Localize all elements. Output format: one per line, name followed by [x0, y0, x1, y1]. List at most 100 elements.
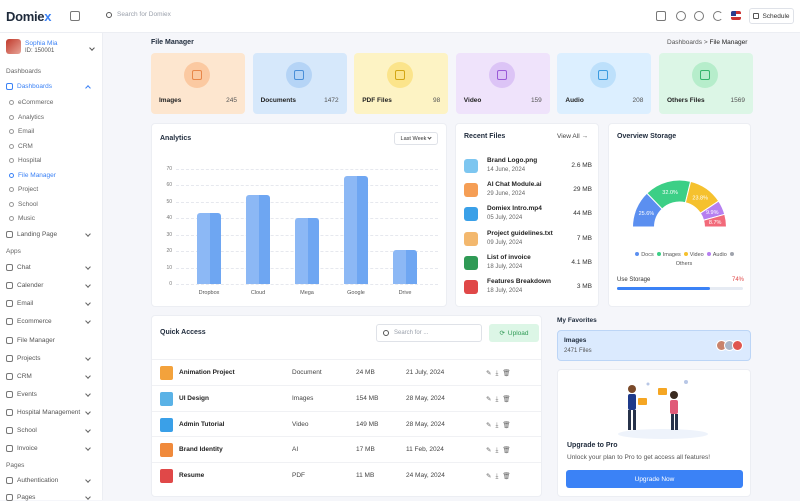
trash-icon[interactable]: 🗑 [502, 395, 515, 403]
sidebar-item-crm[interactable]: CRM [9, 143, 33, 150]
grid-line [176, 201, 438, 203]
chevron-down-icon [85, 494, 91, 500]
upload-icon: ⟳ [499, 330, 505, 337]
upload-button[interactable]: ⟳ Upload [489, 324, 539, 342]
user-profile[interactable]: Sophia Mia ID: 150001 [6, 39, 58, 54]
recent-file-row[interactable]: Domiex Intro.mp4 05 July, 2024 44 MB [464, 203, 592, 225]
donut-label: 32.0% [662, 190, 678, 196]
edit-icon[interactable]: ✎ [486, 447, 496, 455]
sidebar-item-authentication[interactable]: Authentication [6, 477, 98, 484]
bar-dropbox[interactable] [197, 213, 221, 284]
sidebar-item-projects[interactable]: Projects [6, 355, 98, 362]
tile-count: 208 [632, 97, 644, 104]
notification-icon[interactable] [676, 11, 686, 21]
moon-icon[interactable] [713, 11, 723, 21]
edit-icon[interactable]: ✎ [486, 395, 496, 403]
category-tile-images[interactable]: Images 245 [151, 53, 245, 114]
sidebar-item-hospital-management[interactable]: Hospital Management [6, 409, 98, 416]
brand-logo[interactable]: Domiex [6, 9, 52, 24]
download-icon[interactable]: ⤓ [495, 370, 503, 377]
table-row[interactable]: Resume PDF 11 MB 24 May, 2024 ✎⤓🗑 [152, 462, 541, 488]
sidebar-item-dashboards[interactable]: Dashboards [6, 83, 98, 91]
schedule-button[interactable]: Schedule [749, 8, 794, 24]
sidebar-item-email[interactable]: Email [6, 300, 98, 307]
file-size: 149 MB [356, 420, 379, 428]
download-icon[interactable]: ⤓ [495, 473, 503, 481]
recent-file-row[interactable]: AI Chat Module.ai 29 June, 2024 29 MB [464, 179, 592, 201]
favorite-count: 2471 Files [564, 348, 592, 354]
legend-label: Audio [712, 252, 727, 258]
quick-access-card [151, 315, 542, 497]
trash-icon[interactable]: 🗑 [502, 421, 515, 429]
file-name: UI Design [179, 394, 209, 402]
tile-count: 159 [530, 97, 542, 104]
sidebar-item-school[interactable]: School [9, 201, 38, 208]
bar-google[interactable] [344, 175, 368, 284]
trash-icon[interactable]: 🗑 [502, 447, 515, 455]
recent-file-row[interactable]: List of invoice 18 July, 2024 4.1 MB [464, 252, 592, 274]
breadcrumb: Dashboards > File Manager [667, 39, 747, 46]
view-all-link[interactable]: View All → [557, 133, 588, 140]
category-tile-pdf-files[interactable]: PDF Files 98 [354, 53, 449, 114]
period-select[interactable]: Last Week [394, 132, 438, 145]
category-tile-documents[interactable]: Documents 1472 [252, 53, 347, 114]
sidebar-item-file-manager-app[interactable]: File Manager [6, 337, 98, 344]
table-row[interactable]: Brand Identity AI 17 MB 11 Feb, 2024 ✎⤓🗑 [152, 436, 541, 462]
search-input[interactable]: Search for Domiex [106, 11, 171, 18]
table-row[interactable]: Admin Tutorial Video 149 MB 28 May, 2024 ✎⤓🗑 [152, 410, 541, 437]
sidebar-item-invoice[interactable]: Invoice [6, 445, 98, 452]
edit-icon[interactable]: ✎ [486, 421, 496, 429]
sidebar-item-music[interactable]: Music [9, 215, 35, 222]
recent-file-row[interactable]: Brand Logo.png 14 June, 2024 2.6 MB [464, 155, 592, 177]
sidebar-item-calender[interactable]: Calender [6, 282, 98, 289]
table-row[interactable]: Animation Project Document 24 MB 21 July, 2… [152, 359, 541, 385]
file-name: AI Chat Module.ai [487, 181, 542, 189]
storage-title: Overview Storage [617, 133, 677, 140]
sidebar-item-landing-page[interactable]: Landing Page [6, 231, 98, 238]
recent-file-row[interactable]: Features Breakdown 18 July, 2024 3 MB [464, 276, 592, 298]
sidebar-item-file-manager[interactable]: File Manager [9, 172, 56, 179]
file-icon [464, 231, 478, 246]
bar-drive[interactable] [393, 249, 417, 284]
trash-icon[interactable]: 🗑 [502, 473, 515, 481]
sidebar-item-project[interactable]: Project [9, 186, 38, 193]
sidebar-item-crm-app[interactable]: CRM [6, 373, 98, 380]
sidebar-item-hospital[interactable]: Hospital [9, 157, 41, 164]
donut-segment[interactable] [702, 213, 728, 228]
donut-label: 8.7% [709, 220, 722, 226]
language-flag-icon[interactable] [731, 11, 741, 20]
breadcrumb-parent[interactable]: Dashboards [667, 39, 703, 46]
upgrade-now-button[interactable]: Upgrade Now [566, 470, 743, 488]
sidebar-item-email[interactable]: Email [9, 128, 34, 135]
chevron-down-icon[interactable] [89, 45, 95, 51]
quick-search-input[interactable]: Search for ... [376, 324, 482, 342]
bar-mega[interactable] [295, 218, 319, 284]
table-row[interactable]: UI Design Images 154 MB 28 May, 2024 ✎⤓🗑 [152, 384, 541, 411]
download-icon[interactable]: ⤓ [495, 421, 503, 429]
edit-icon[interactable]: ✎ [486, 473, 496, 481]
storage-legend: Docs Images Video Audio Others [632, 251, 736, 269]
recent-file-row[interactable]: Project guidelines.txt 09 July, 2024 7 MB [464, 228, 592, 250]
sidebar-item-ecommerce[interactable]: eCommerce [9, 99, 53, 106]
category-tile-audio[interactable]: Audio 208 [557, 53, 652, 114]
sidebar-item-ecommerce-app[interactable]: Ecommerce [6, 318, 98, 325]
category-tile-others-files[interactable]: Others Files 1569 [659, 53, 753, 114]
category-tile-video[interactable]: Video 159 [455, 53, 550, 114]
apps-grid-icon[interactable] [656, 11, 666, 21]
edit-icon[interactable]: ✎ [486, 370, 496, 377]
sidebar-toggle-icon[interactable] [70, 11, 80, 21]
file-icon [160, 417, 173, 432]
settings-icon[interactable] [694, 11, 704, 21]
download-icon[interactable]: ⤓ [495, 447, 503, 455]
category-circle [590, 62, 617, 88]
file-size: 17 MB [356, 446, 375, 454]
sidebar-item-analytics[interactable]: Analytics [9, 114, 44, 121]
download-icon[interactable]: ⤓ [495, 395, 503, 403]
sidebar-item-chat[interactable]: Chat [6, 264, 98, 271]
sidebar-item-school-app[interactable]: School [6, 427, 98, 434]
bar-cloud[interactable] [246, 195, 270, 284]
trash-icon[interactable]: 🗑 [502, 370, 515, 377]
category-circle [387, 62, 414, 88]
sidebar-item-events[interactable]: Events [6, 391, 98, 398]
favorite-item[interactable]: Images 2471 Files [557, 330, 751, 361]
